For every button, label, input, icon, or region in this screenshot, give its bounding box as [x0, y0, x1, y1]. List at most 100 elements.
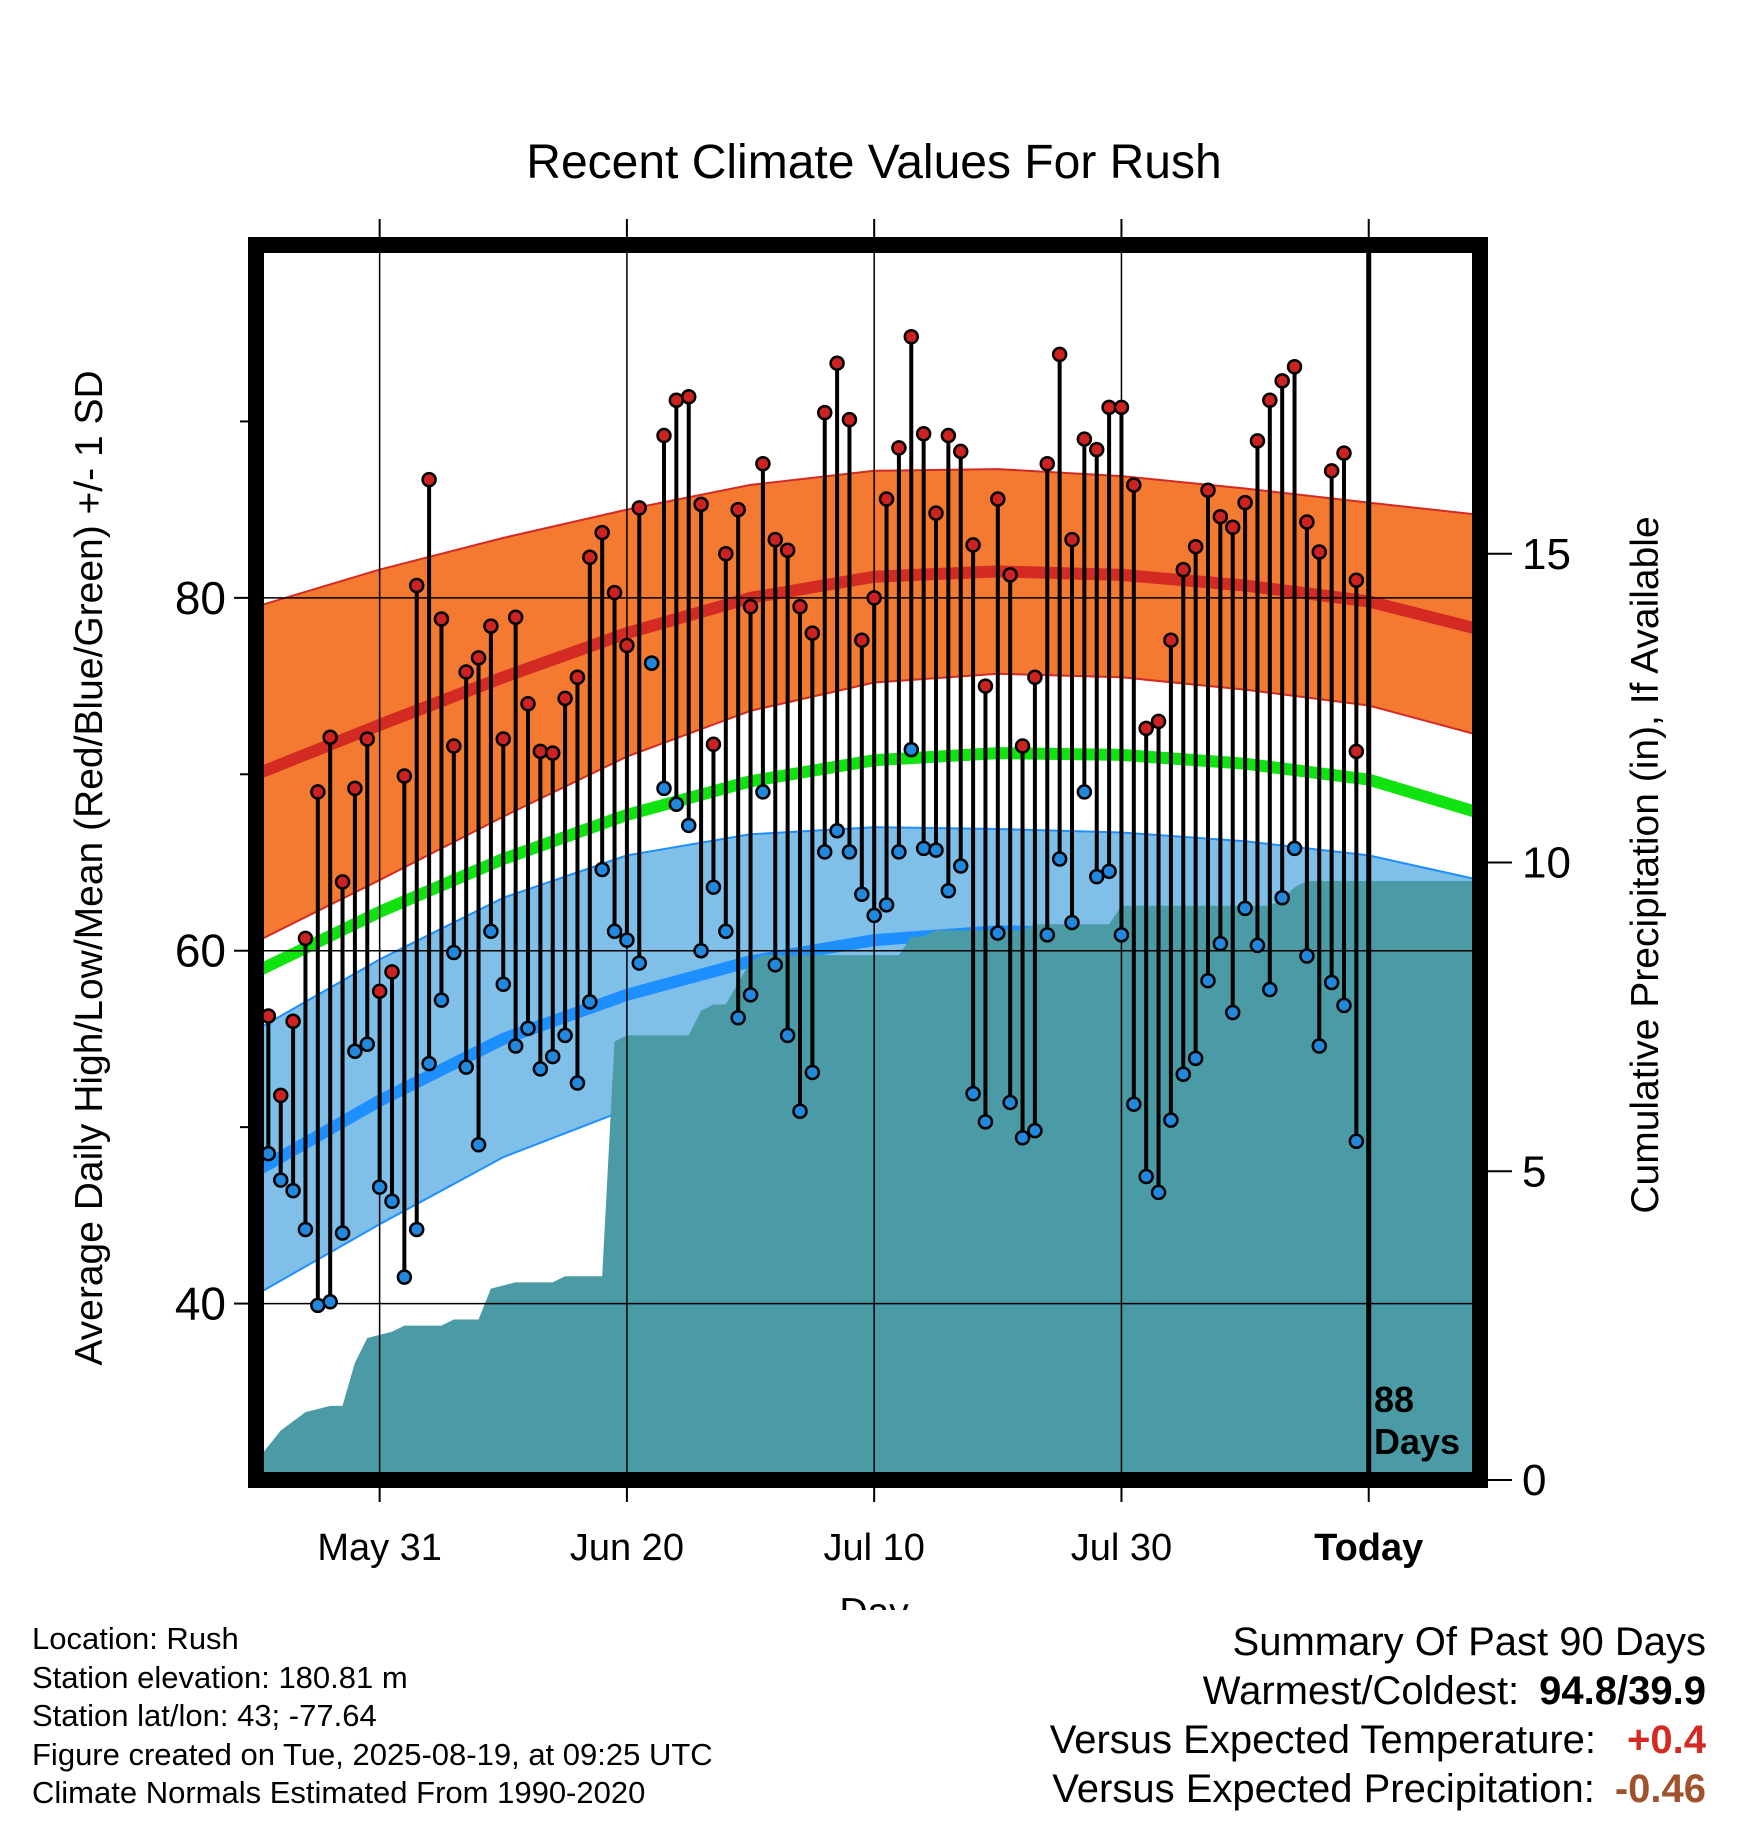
daily-high-point	[1014, 738, 1031, 754]
daily-low-point	[1101, 863, 1117, 880]
daily-high-point	[1212, 508, 1229, 525]
daily-low-point	[532, 1061, 549, 1077]
daily-low-point	[1237, 900, 1253, 917]
daily-low-point	[1274, 890, 1290, 906]
daily-low-point	[841, 844, 858, 860]
summary-heading: Summary Of Past 90 Days	[1232, 1620, 1706, 1664]
daily-low-point	[1286, 840, 1303, 857]
daily-low-point	[779, 1027, 796, 1044]
x-tick-label: Jul 30	[1071, 1527, 1172, 1569]
daily-high-point	[285, 1013, 301, 1030]
daily-high-point	[915, 426, 932, 442]
daily-high-point	[1163, 632, 1179, 648]
today-days-count: 88	[1374, 1379, 1414, 1420]
summary-panel: Summary Of Past 90 Days Warmest/Coldest:…	[1050, 1618, 1706, 1814]
daily-low-point	[1311, 1038, 1328, 1054]
daily-low-point	[1002, 1094, 1018, 1111]
daily-high-point	[1076, 431, 1093, 447]
daily-high-point	[1175, 561, 1192, 578]
y2-tick-label: 0	[1522, 1456, 1546, 1505]
daily-high-point	[1224, 519, 1241, 536]
daily-high-point	[1113, 399, 1130, 416]
daily-high-point	[792, 598, 808, 615]
daily-high-point	[1311, 544, 1328, 560]
info-normals: Climate Normals Estimated From 1990-2020	[32, 1775, 646, 1810]
daily-high-point	[1101, 399, 1117, 416]
daily-low-point	[668, 796, 685, 813]
daily-low-point	[408, 1221, 425, 1238]
daily-low-point	[680, 817, 697, 834]
daily-high-point	[903, 328, 920, 345]
daily-high-point	[1064, 531, 1080, 548]
daily-high-point	[594, 524, 610, 541]
y2-tick-label: 15	[1522, 530, 1571, 579]
daily-high-point	[1027, 669, 1043, 685]
daily-high-point	[606, 584, 623, 601]
daily-low-point	[656, 780, 672, 797]
y-tick-label: 60	[175, 925, 226, 977]
daily-low-point	[816, 844, 833, 860]
daily-low-point	[322, 1294, 338, 1310]
plot-border	[248, 237, 1488, 1488]
daily-low-point	[1150, 1184, 1167, 1201]
daily-high-point	[631, 500, 648, 516]
warmest-value: 94.8/39.9	[1539, 1669, 1706, 1713]
daily-high-point	[1348, 572, 1365, 588]
daily-low-point	[1163, 1112, 1179, 1128]
daily-high-point	[507, 609, 524, 626]
warmest-label: Warmest/Coldest:	[1202, 1669, 1520, 1713]
daily-high-point	[755, 456, 771, 472]
station-info: Location: Rush Station elevation: 180.81…	[32, 1620, 713, 1813]
daily-low-point	[1088, 868, 1105, 885]
daily-low-point	[977, 1114, 994, 1130]
daily-low-point	[272, 1172, 289, 1188]
daily-high-point	[433, 611, 450, 627]
daily-low-point	[334, 1225, 351, 1241]
daily-low-point	[1323, 974, 1340, 991]
daily-high-point	[1187, 538, 1204, 555]
daily-low-point	[569, 1075, 586, 1091]
daily-low-point	[594, 861, 610, 878]
climate-chart: May 31 Jun 20 Jul 10 Jul 30 Today 40 60 80 0 5 10 1…	[68, 136, 1667, 1610]
daily-high-point	[619, 637, 635, 654]
daily-low-point	[1224, 1004, 1241, 1021]
daily-high-point	[1323, 463, 1340, 479]
daily-low-point	[903, 741, 920, 758]
daily-low-point	[891, 844, 907, 860]
daily-high-point	[310, 784, 326, 800]
cumulative-precip-area	[256, 881, 1480, 1480]
daily-low-point	[854, 886, 870, 903]
daily-high-point	[557, 690, 573, 707]
plot-frame	[248, 237, 1488, 1488]
daily-high-point	[656, 427, 672, 444]
daily-low-point	[347, 1043, 363, 1060]
daily-high-point	[1002, 567, 1018, 583]
info-created: Figure created on Tue, 2025-08-19, at 09…	[32, 1736, 713, 1772]
daily-low-point	[359, 1036, 376, 1052]
daily-low-point	[421, 1055, 437, 1072]
y2-tick-label: 5	[1522, 1147, 1546, 1196]
daily-low-point	[458, 1059, 474, 1075]
y-axis-label: Average Daily High/Low/Mean (Red/Blue/Gr…	[68, 370, 111, 1365]
daily-low-point	[693, 942, 709, 959]
daily-high-point	[730, 501, 746, 518]
daily-high-point	[495, 731, 512, 747]
daily-high-point	[1138, 720, 1154, 737]
precip-area	[256, 881, 1480, 1480]
daily-high-point	[940, 427, 957, 444]
x-tick-label: Today	[1314, 1527, 1423, 1569]
summary-precip-row: Versus Expected Precipitation: -0.46	[1050, 1765, 1706, 1814]
today-days-label: Days	[1374, 1421, 1460, 1462]
daily-low-point	[582, 994, 598, 1010]
daily-high-point	[878, 491, 895, 507]
daily-high-point	[977, 678, 994, 694]
daily-low-point	[446, 944, 462, 961]
daily-high-point	[532, 743, 549, 760]
daily-low-point	[915, 840, 932, 857]
chart-title: Recent Climate Values For Rush	[526, 136, 1221, 189]
daily-low-point	[495, 976, 512, 992]
daily-high-point	[544, 745, 561, 761]
daily-high-point	[705, 736, 722, 753]
daily-high-point	[1336, 445, 1352, 461]
daily-high-point	[1150, 713, 1167, 730]
